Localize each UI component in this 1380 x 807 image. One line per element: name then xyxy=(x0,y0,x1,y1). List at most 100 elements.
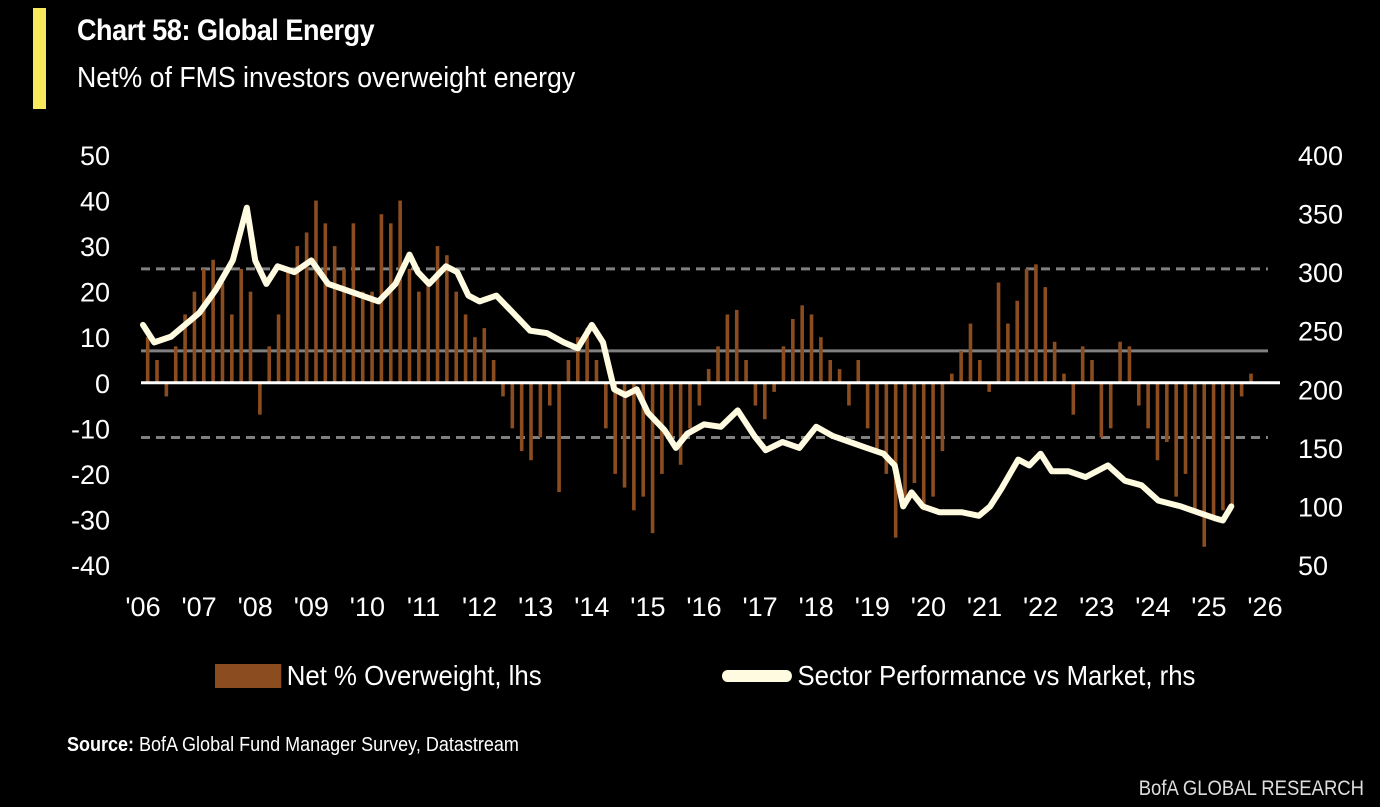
net-overweight-bar xyxy=(987,382,991,392)
net-overweight-bar xyxy=(258,382,262,415)
net-overweight-bar xyxy=(1071,382,1076,415)
net-overweight-bar xyxy=(716,346,720,383)
net-overweight-bar xyxy=(959,350,963,383)
x-tick-label: '24 xyxy=(1135,592,1170,622)
x-tick-label: '15 xyxy=(630,592,665,622)
net-overweight-bar xyxy=(921,382,926,511)
net-overweight-bar xyxy=(632,382,636,511)
x-tick-label: '06 xyxy=(125,592,160,622)
net-overweight-bar xyxy=(388,223,393,383)
net-overweight-bar xyxy=(510,382,515,429)
net-overweight-bar xyxy=(800,305,804,383)
legend-bar-swatch xyxy=(215,664,282,688)
net-overweight-bar xyxy=(342,268,346,383)
net-overweight-bar xyxy=(239,268,243,383)
legend-bar-label: Net % Overweight, lhs xyxy=(286,660,542,691)
net-overweight-bar xyxy=(781,346,786,383)
net-overweight-bar xyxy=(145,337,150,383)
x-tick-label: '20 xyxy=(911,592,946,622)
y-right-tick-label: 250 xyxy=(1298,317,1343,347)
legend-item-net-overweight: Net % Overweight, lhs xyxy=(215,660,542,692)
net-overweight-bar xyxy=(1146,382,1150,429)
net-overweight-bar xyxy=(585,328,589,383)
net-overweight-bar xyxy=(847,382,851,406)
net-overweight-bar xyxy=(201,268,206,383)
net-overweight-bar xyxy=(445,255,449,383)
net-overweight-bar xyxy=(248,291,253,383)
net-overweight-bar xyxy=(1034,264,1038,383)
net-overweight-bar xyxy=(220,282,225,383)
x-tick-label: '18 xyxy=(799,592,834,622)
net-overweight-bar xyxy=(604,382,608,429)
brand-label: BofA GLOBAL RESEARCH xyxy=(1138,777,1364,800)
net-overweight-bar xyxy=(1118,341,1122,383)
net-overweight-bar xyxy=(903,382,907,497)
net-overweight-bar xyxy=(734,309,739,383)
net-overweight-bar xyxy=(435,246,440,383)
x-tick-label: '12 xyxy=(462,592,497,622)
net-overweight-bar xyxy=(1193,382,1197,511)
net-overweight-bar xyxy=(912,382,917,483)
net-overweight-bar xyxy=(529,382,533,461)
x-tick-label: '08 xyxy=(238,592,273,622)
net-overweight-bar xyxy=(1006,323,1010,383)
x-tick-label: '23 xyxy=(1079,592,1114,622)
net-overweight-bar xyxy=(332,246,337,383)
net-overweight-bar xyxy=(519,382,524,452)
net-overweight-bar xyxy=(865,382,870,429)
net-overweight-bar xyxy=(417,291,421,383)
net-overweight-bar xyxy=(641,382,646,497)
y-left-tick-label: 0 xyxy=(95,369,110,399)
net-overweight-bar xyxy=(594,360,599,383)
x-tick-label: '07 xyxy=(182,592,217,622)
y-left-tick-label: 20 xyxy=(80,278,110,308)
chart-title: Chart 58: Global Energy xyxy=(77,14,375,47)
net-overweight-bar xyxy=(622,382,627,488)
net-overweight-bar xyxy=(725,314,730,383)
net-overweight-bar xyxy=(473,337,477,383)
net-overweight-bar xyxy=(819,337,823,383)
y-left-tick-label: 10 xyxy=(80,323,110,353)
net-overweight-bar xyxy=(501,382,505,397)
net-overweight-bar xyxy=(1136,382,1141,406)
net-overweight-bar xyxy=(1052,341,1057,383)
y-left-tick-label: -20 xyxy=(71,460,110,490)
net-overweight-bar xyxy=(669,382,674,438)
title-accent-bar xyxy=(33,8,46,109)
net-overweight-bar xyxy=(1221,382,1225,511)
x-tick-label: '17 xyxy=(743,592,778,622)
net-overweight-bar xyxy=(211,259,215,383)
net-overweight-bar xyxy=(1080,346,1085,383)
net-overweight-bar xyxy=(1024,268,1029,383)
net-overweight-bar xyxy=(856,360,861,383)
net-overweight-bar xyxy=(678,382,683,465)
net-overweight-bar xyxy=(968,323,973,383)
net-overweight-bar xyxy=(173,346,178,383)
net-overweight-bar xyxy=(613,382,617,474)
net-overweight-bar xyxy=(940,382,945,452)
y-left-tick-label: 40 xyxy=(80,187,110,217)
net-overweight-bar xyxy=(491,360,496,383)
x-tick-label: '22 xyxy=(1023,592,1058,622)
net-overweight-bar xyxy=(996,282,1001,383)
net-overweight-bar xyxy=(463,314,468,383)
net-overweight-bar xyxy=(360,291,365,383)
net-overweight-bar xyxy=(1174,382,1178,497)
net-overweight-bar xyxy=(538,382,543,438)
net-overweight-bar xyxy=(314,200,318,383)
net-overweight-bar xyxy=(1062,373,1066,383)
legend-item-sector-performance: Sector Performance vs Market, rhs xyxy=(722,660,1195,692)
net-overweight-bar xyxy=(1202,382,1207,547)
net-overweight-bar xyxy=(566,360,571,383)
net-overweight-bar xyxy=(164,382,169,397)
net-overweight-bar xyxy=(1183,382,1188,474)
net-overweight-bar xyxy=(762,382,767,420)
net-overweight-bar xyxy=(1155,382,1160,461)
x-tick-label: '16 xyxy=(686,592,721,622)
net-overweight-bar xyxy=(1127,346,1132,383)
y-left-tick-label: -30 xyxy=(71,505,110,535)
chart-subtitle: Net% of FMS investors overweight energy xyxy=(77,62,576,94)
y-right-tick-label: 200 xyxy=(1298,375,1343,405)
y-right-tick-label: 400 xyxy=(1298,141,1343,171)
net-overweight-bar xyxy=(557,382,561,493)
